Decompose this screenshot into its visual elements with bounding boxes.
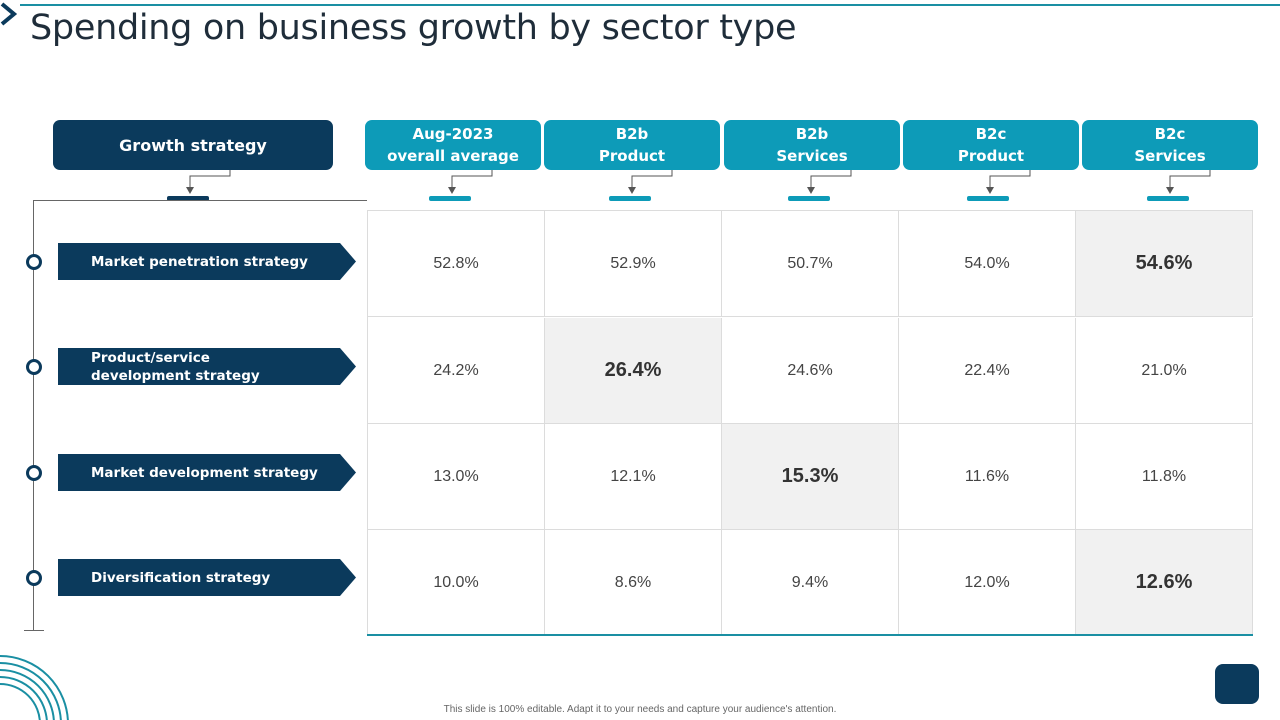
table-cell: 52.9% [545, 211, 722, 317]
column-header-line2: Product [957, 147, 1025, 165]
table-cell: 8.6% [545, 530, 722, 636]
row-label-1: Product/service development strategy [58, 348, 356, 385]
nav-button[interactable] [1215, 664, 1259, 704]
timeline-vertical [33, 200, 34, 631]
connector-arrow-icon [1166, 170, 1211, 194]
table-cell: 11.6% [899, 424, 1076, 530]
row-label-line1: Market development strategy [91, 464, 318, 481]
row-label-line1: Market penetration strategy [91, 253, 308, 270]
column-header-1: B2b Product [544, 120, 720, 170]
table-cell: 12.0% [899, 530, 1076, 636]
table-bottom-rule [367, 634, 1253, 636]
timeline-foot [24, 630, 44, 631]
column-header-4: B2c Services [1082, 120, 1258, 170]
table-cell: 24.6% [722, 318, 899, 424]
row-label-0: Market penetration strategy [58, 243, 356, 280]
row-label-line1: Diversification strategy [91, 569, 271, 586]
table-cell: 12.1% [545, 424, 722, 530]
table-cell: 9.4% [722, 530, 899, 636]
header-tick [967, 196, 1009, 201]
column-header-line1: B2c [975, 125, 1007, 143]
column-header-line2: Services [776, 147, 848, 165]
column-header-line1: Aug-2023 [412, 125, 494, 143]
connector-arrow-icon [986, 170, 1031, 194]
column-header-line2: Services [1134, 147, 1206, 165]
table-cell: 22.4% [899, 318, 1076, 424]
top-rule [20, 4, 1280, 6]
connector-arrow-icon [448, 170, 493, 194]
table-cell: 54.0% [899, 211, 1076, 317]
footer-note: This slide is 100% editable. Adapt it to… [443, 704, 837, 715]
table-cell: 52.8% [368, 211, 545, 317]
table-cell: 26.4% [545, 318, 722, 424]
connector-arrow-icon [628, 170, 673, 194]
column-header-line1: B2c [1154, 125, 1186, 143]
header-tick [167, 196, 209, 201]
table-cell: 15.3% [722, 424, 899, 530]
header-tick [429, 196, 471, 201]
header-tick [609, 196, 651, 201]
row-label-line2: development strategy [91, 367, 260, 384]
corner-arrow-icon [0, 2, 18, 26]
connector-arrow-icon [186, 170, 231, 194]
table-cell: 12.6% [1076, 530, 1253, 636]
table-cell: 21.0% [1076, 318, 1253, 424]
column-header-line2: Product [598, 147, 666, 165]
row-label-3: Diversification strategy [58, 559, 356, 596]
table-cell: 11.8% [1076, 424, 1253, 530]
row-label-2: Market development strategy [58, 454, 356, 491]
table-cell: 10.0% [368, 530, 545, 636]
table-cell: 54.6% [1076, 211, 1253, 317]
timeline-node [26, 359, 42, 375]
table-cell: 24.2% [368, 318, 545, 424]
timeline-node [26, 465, 42, 481]
decorative-arcs [0, 655, 69, 720]
timeline-node [26, 570, 42, 586]
growth-strategy-header: Growth strategy [53, 120, 333, 170]
page-title: Spending on business growth by sector ty… [30, 8, 797, 48]
timeline-node [26, 254, 42, 270]
data-table: 52.8% 52.9% 50.7% 54.0% 54.6% 24.2% 26.4% 24.6%… [367, 210, 1253, 636]
table-cell: 50.7% [722, 211, 899, 317]
column-header-line2: overall average [387, 147, 519, 165]
column-header-0: Aug-2023 overall average [365, 120, 541, 170]
connector-arrow-icon [807, 170, 852, 194]
timeline-horizontal [33, 200, 367, 201]
column-header-line1: B2b [615, 125, 649, 143]
table-cell: 13.0% [368, 424, 545, 530]
row-label-line1: Product/service [91, 349, 210, 366]
header-tick [788, 196, 830, 201]
column-header-3: B2c Product [903, 120, 1079, 170]
column-header-line1: B2b [795, 125, 829, 143]
column-header-2: B2b Services [724, 120, 900, 170]
header-tick [1147, 196, 1189, 201]
